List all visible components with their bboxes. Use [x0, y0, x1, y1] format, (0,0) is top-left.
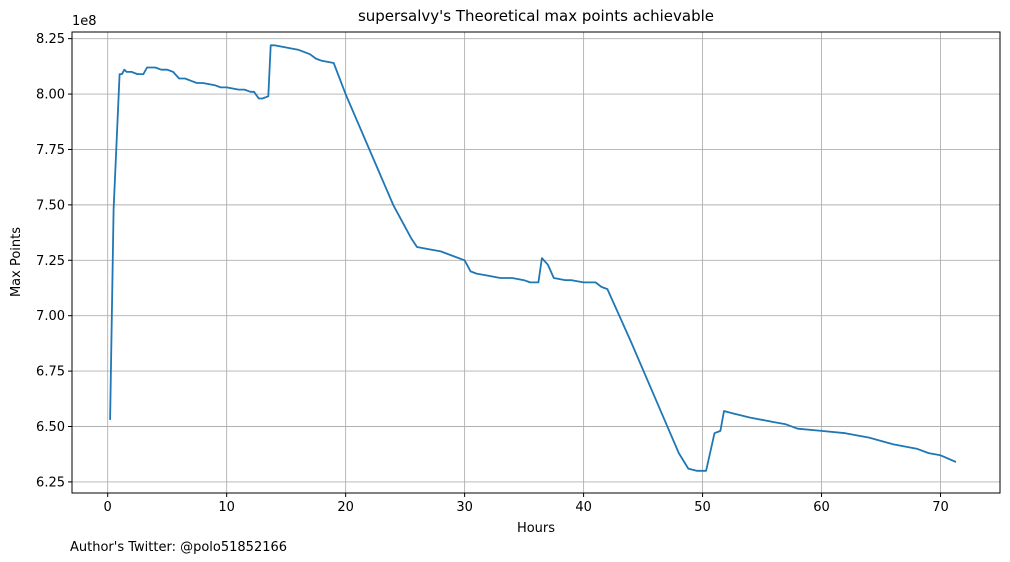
x-tick-label: 10	[218, 500, 235, 515]
y-tick-label: 7.00	[36, 309, 65, 324]
y-tick-label: 7.25	[36, 254, 65, 269]
x-tick-label: 70	[932, 500, 949, 515]
author-footer: Author's Twitter: @polo51852166	[70, 540, 287, 555]
y-tick-label: 8.25	[36, 32, 65, 47]
y-tick-label: 6.50	[36, 420, 65, 435]
y-tick-label: 6.25	[36, 475, 65, 490]
y-tick-label: 7.50	[36, 198, 65, 213]
x-tick-label: 50	[694, 500, 711, 515]
y-tick-label: 6.75	[36, 365, 65, 380]
plot-area-frame	[71, 31, 1001, 494]
axis-ticks: 0 10 20 30 40 50 60 70 6.25 6.50 6.75 7.00 7.25 7.50 7…	[36, 32, 949, 515]
y-tick-label: 7.75	[36, 143, 65, 158]
x-tick-label: 20	[337, 500, 354, 515]
grid	[72, 32, 1000, 493]
y-axis-label: Max Points	[9, 227, 24, 297]
chart-title: supersalvy's Theoretical max points achi…	[358, 7, 714, 25]
series-line	[109, 44, 957, 472]
x-tick-label: 40	[575, 500, 592, 515]
x-tick-label: 60	[813, 500, 830, 515]
x-axis-label: Hours	[517, 521, 555, 536]
x-tick-label: 30	[456, 500, 473, 515]
y-offset-label: 1e8	[72, 14, 97, 29]
y-tick-label: 8.00	[36, 88, 65, 103]
x-tick-label: 0	[104, 500, 112, 515]
